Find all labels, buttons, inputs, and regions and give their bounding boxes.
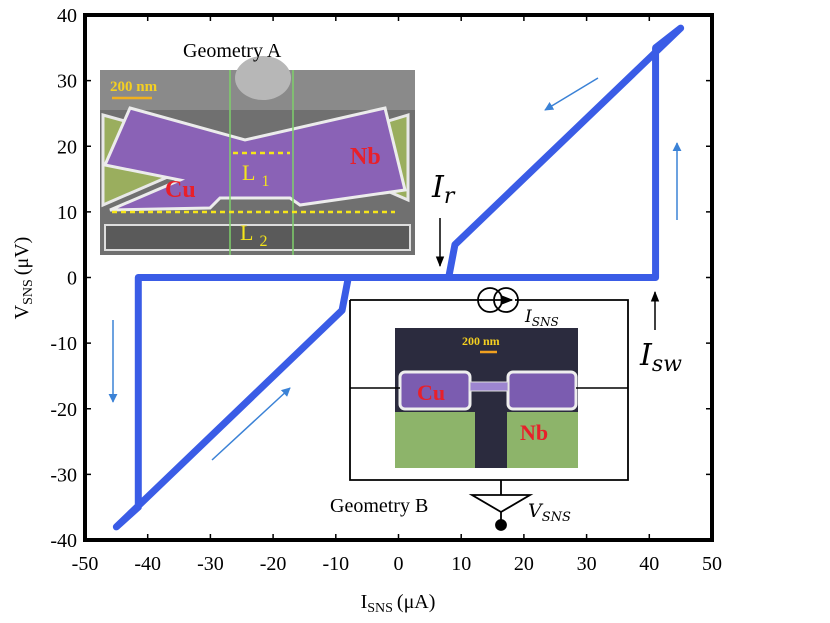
circuit-wire: [349, 299, 629, 481]
nb-label: Nb: [350, 144, 381, 170]
amplifier: [468, 480, 534, 522]
nb-pad: [395, 412, 475, 468]
sweep-arrow: [211, 387, 291, 461]
x-tick-label: -30: [197, 553, 224, 575]
ir-label: Ir: [431, 170, 456, 209]
nb-pad: [507, 412, 578, 468]
x-tick-label: -40: [134, 553, 161, 575]
vsns-label: VSNS: [528, 500, 571, 525]
y-tick-label: 40: [57, 5, 77, 27]
geometry-a: Geometry A: [183, 40, 282, 62]
sweep-arrow: [544, 77, 599, 111]
x-tick-label: 20: [514, 553, 534, 575]
cu-label: Cu: [417, 380, 445, 405]
y-tick-label: -20: [50, 399, 77, 421]
x-tick-label: 10: [451, 553, 471, 575]
isw-label: Isw: [639, 338, 682, 377]
x-axis-label: ISNS (μA): [361, 591, 436, 616]
inset-b: [349, 287, 629, 531]
cu-pad: [506, 370, 578, 411]
y-tick-label: -10: [50, 333, 77, 355]
sem-b: 200 nm Cu Nb: [350, 328, 628, 468]
y-axis-label: VSNS(μV): [11, 237, 36, 320]
scale-label: 200 nm: [110, 79, 158, 95]
scale-label: 200 nm: [462, 334, 500, 348]
geometry-b: Geometry B: [330, 495, 428, 517]
x-tick-label: -10: [322, 553, 349, 575]
y-tick-label: 10: [57, 202, 77, 224]
x-tick-label: 30: [577, 553, 597, 575]
x-tick-label: 50: [702, 553, 722, 575]
isns-label: ISNS: [524, 307, 559, 329]
y-tick-label: 30: [57, 71, 77, 93]
cu-bowtie: [102, 106, 407, 212]
x-tick-label: 0: [394, 553, 404, 575]
plot-frame: [83, 13, 714, 542]
y-tick-label: -40: [50, 530, 77, 552]
probe: [495, 519, 507, 531]
y-tick-label: 0: [67, 268, 77, 290]
x-tick-label: -20: [260, 553, 287, 575]
sem-bottom: [104, 224, 411, 251]
bridge: [469, 381, 509, 392]
cu-label: Cu: [165, 177, 196, 203]
y-tick-label: -30: [50, 464, 77, 486]
nb-label: Nb: [520, 420, 548, 445]
x-tick-label: 40: [639, 553, 659, 575]
sem-blob: [235, 56, 291, 100]
x-tick-label: -50: [72, 553, 99, 575]
iv-curve: [112, 24, 685, 531]
y-tick-label: 20: [57, 136, 77, 158]
